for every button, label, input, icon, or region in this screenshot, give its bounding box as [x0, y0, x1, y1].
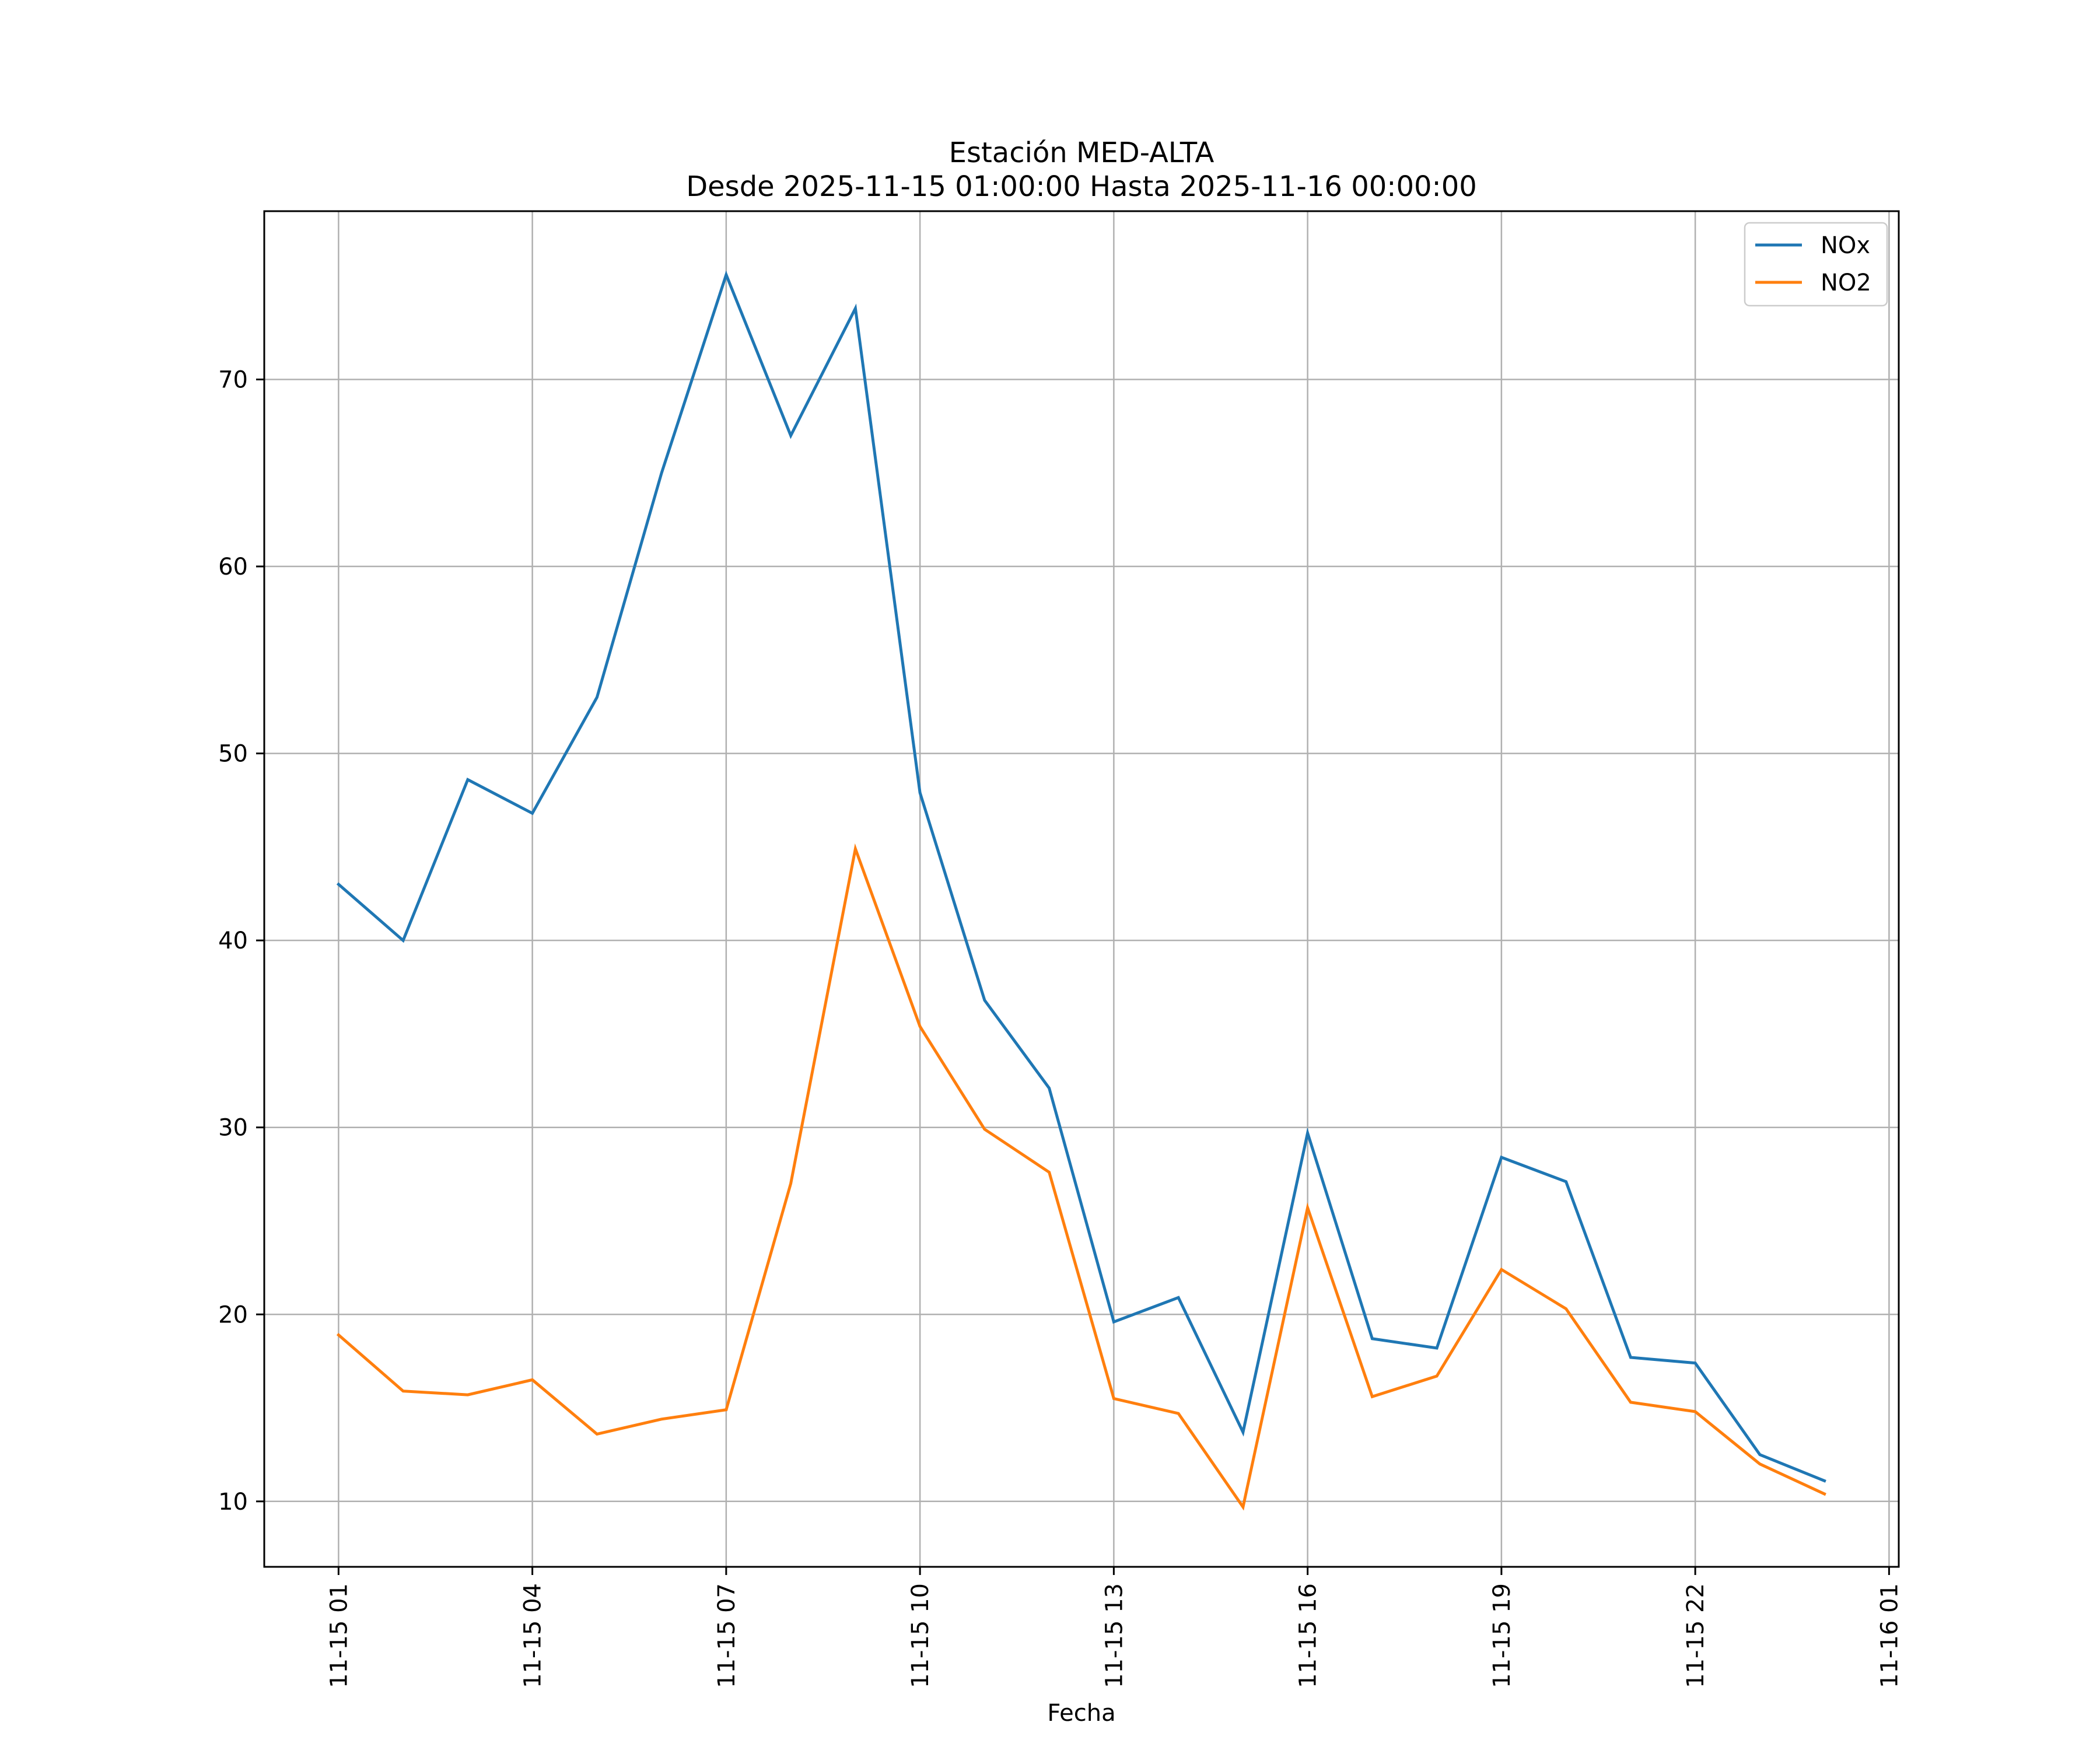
x-tick-label: 11-15 01 — [326, 1583, 352, 1688]
y-tick-label: 20 — [218, 1301, 248, 1328]
plot-frame — [263, 210, 1900, 1568]
x-tick-label: 11-15 04 — [520, 1583, 547, 1688]
chart-title: Estación MED-ALTA — [949, 136, 1214, 169]
y-tick-label: 40 — [218, 928, 248, 954]
series-line-nox — [336, 270, 1826, 1483]
grid — [264, 211, 1899, 1567]
x-tick-label: 11-15 10 — [907, 1583, 934, 1688]
x-tick-label: 11-15 07 — [713, 1583, 740, 1688]
legend-label-nox: NOx — [1821, 232, 1870, 259]
x-tick-label: 11-15 19 — [1489, 1583, 1516, 1688]
x-axis-label: Fecha — [1047, 1700, 1115, 1727]
chart-subtitle: Desde 2025-11-15 01:00:00 Hasta 2025-11-… — [686, 170, 1477, 203]
x-tick-label: 11-16 01 — [1876, 1583, 1903, 1688]
legend: NOx NO2 — [1744, 222, 1888, 307]
legend-label-no2: NO2 — [1821, 270, 1871, 296]
x-axis-ticks: 11-15 01 11-15 04 11-15 07 11-15 10 11-15 13… — [326, 1567, 1903, 1688]
y-tick-label: 60 — [218, 554, 248, 580]
y-tick-label: 50 — [218, 741, 248, 768]
x-tick-label: 11-15 22 — [1682, 1583, 1709, 1688]
y-axis-ticks: 10 20 30 40 50 60 70 — [218, 366, 264, 1516]
x-tick-label: 11-15 13 — [1101, 1583, 1128, 1688]
x-tick-label: 11-15 16 — [1295, 1583, 1322, 1688]
y-tick-label: 70 — [218, 366, 248, 393]
y-tick-label: 10 — [218, 1489, 248, 1516]
series-line-no2 — [336, 843, 1826, 1511]
series-lines — [336, 270, 1826, 1511]
axes — [263, 210, 1900, 1568]
y-tick-label: 30 — [218, 1115, 248, 1142]
